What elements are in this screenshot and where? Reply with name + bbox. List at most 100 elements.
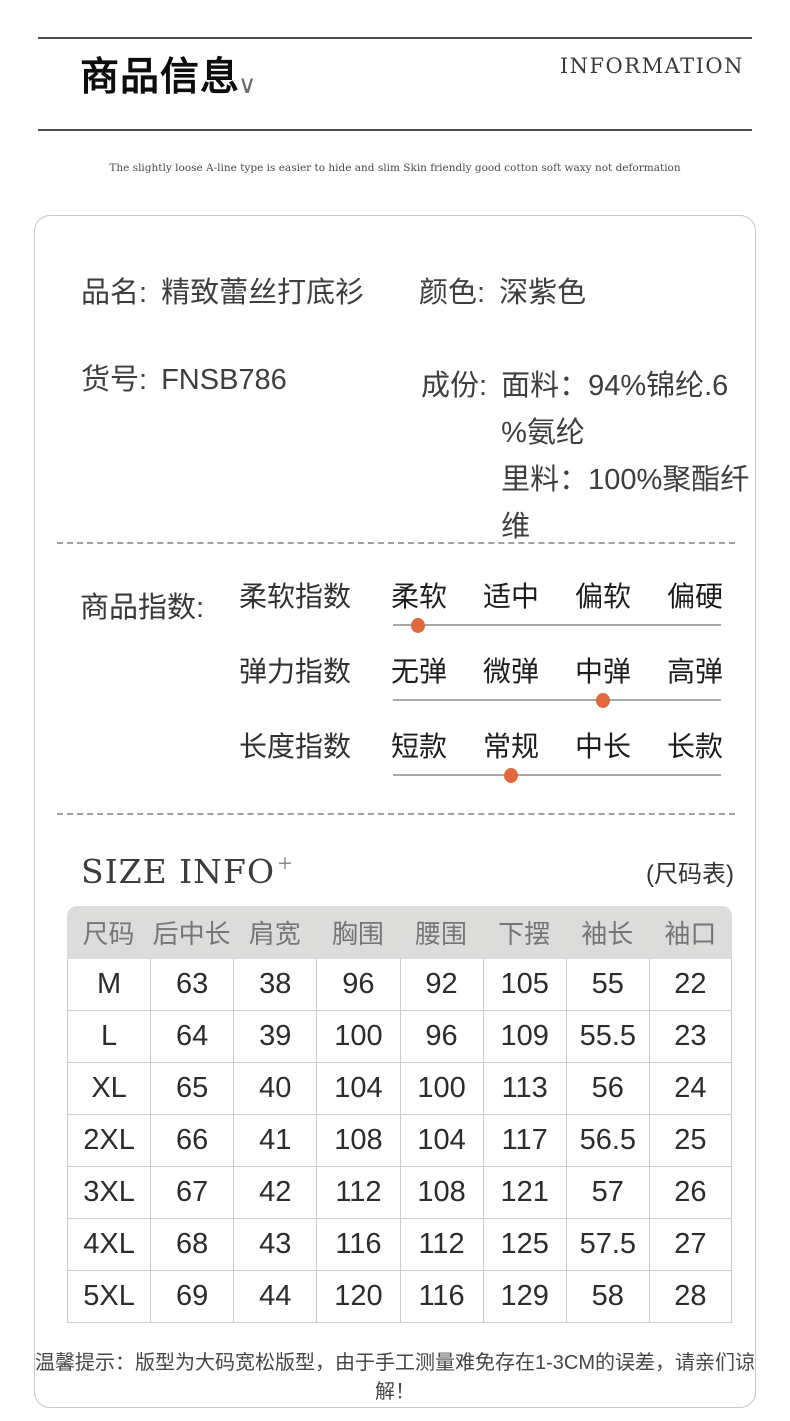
top-rule bbox=[38, 37, 752, 39]
index-section-title: 商品指数: bbox=[80, 592, 205, 624]
measurement-cell: 120 bbox=[316, 1271, 400, 1323]
measurement-cell: 116 bbox=[316, 1219, 400, 1271]
slider-options: 无弹 微弹 中弹 高弹 bbox=[391, 656, 723, 688]
size-table-row: 5XL 69 44 120 116 129 58 28 bbox=[67, 1271, 732, 1323]
slider-option-label: 短款 bbox=[391, 731, 448, 762]
composition-line: 里料：100%聚酯纤 bbox=[501, 464, 750, 496]
measurement-cell: 96 bbox=[316, 959, 400, 1011]
measurement-cell: 108 bbox=[399, 1167, 483, 1219]
size-cell: 2XL bbox=[67, 1115, 151, 1167]
product-color-value: 深紫色 bbox=[499, 277, 587, 309]
slider-option-label: 中长 bbox=[574, 731, 631, 762]
measurement-cell: 44 bbox=[233, 1271, 317, 1323]
slider-options: 短款 常规 中长 长款 bbox=[391, 731, 723, 763]
product-composition-group: 成份: 面料：94%锦纶.6 %氨纶 里料：100%聚酯纤维 bbox=[421, 363, 749, 551]
product-sku-label: 货号: bbox=[81, 364, 148, 396]
size-table-body: M 63 38 96 92 105 55 22 L 64 39 100 96 109 55.5 23 XL 65 4… bbox=[67, 959, 732, 1323]
product-color-group: 颜色: 深紫色 bbox=[419, 276, 586, 311]
measurement-cell: 58 bbox=[565, 1271, 649, 1323]
slider-dot bbox=[503, 768, 518, 783]
size-cell: L bbox=[67, 1011, 151, 1063]
size-table-header-row: 尺码 后中长 肩宽 胸围 腰围 下摆 袖长 袖口 bbox=[67, 906, 732, 959]
composition-lines: 面料：94%锦纶.6 %氨纶 里料：100%聚酯纤维 bbox=[501, 363, 749, 551]
measurement-cell: 108 bbox=[316, 1115, 400, 1167]
measurement-cell: 66 bbox=[150, 1115, 234, 1167]
measurement-cell: 56 bbox=[565, 1063, 649, 1115]
slider-option-label: 偏软 bbox=[574, 581, 631, 612]
measurement-cell: 96 bbox=[399, 1011, 483, 1063]
size-info-title-plus: + bbox=[277, 852, 294, 874]
measurement-cell: 40 bbox=[233, 1063, 317, 1115]
slider-option-label: 长款 bbox=[666, 731, 723, 762]
measurement-cell: 39 bbox=[233, 1011, 317, 1063]
measurement-cell: 112 bbox=[316, 1167, 400, 1219]
size-table-row: L 64 39 100 96 109 55.5 23 bbox=[67, 1011, 732, 1063]
dashed-divider bbox=[57, 813, 735, 815]
index-slider: 柔软 适中 偏软 偏硬 bbox=[391, 581, 723, 633]
size-table-row: 3XL 67 42 112 108 121 57 26 bbox=[67, 1167, 732, 1219]
composition-line: 面料：94%锦纶.6 bbox=[501, 370, 729, 402]
measurement-cell: 43 bbox=[233, 1219, 317, 1271]
size-cell: 5XL bbox=[67, 1271, 151, 1323]
measurement-cell: 67 bbox=[150, 1167, 234, 1219]
product-info-card: 品名: 精致蕾丝打底衫 颜色: 深紫色 货号: FNSB786 成份: 面料：9… bbox=[34, 215, 756, 1408]
measurement-cell: 113 bbox=[482, 1063, 566, 1115]
measurement-cell: 104 bbox=[399, 1115, 483, 1167]
measurement-note: 温馨提示：版型为大码宽松版型，由于手工测量难免存在1-3CM的误差，请亲们谅解！ bbox=[35, 1352, 756, 1403]
measurement-cell: 63 bbox=[150, 959, 234, 1011]
dashed-divider bbox=[57, 542, 735, 544]
product-name-label: 品名: bbox=[81, 277, 148, 309]
slider-option-label: 无弹 bbox=[391, 656, 448, 687]
slider-options: 柔软 适中 偏软 偏硬 bbox=[391, 581, 723, 613]
index-row: 柔软指数 柔软 适中 偏软 偏硬 bbox=[239, 581, 723, 633]
size-info-title: SIZE INFO + bbox=[81, 852, 294, 891]
slider-option-label: 常规 bbox=[482, 731, 539, 762]
slider-option-label: 高弹 bbox=[666, 656, 723, 687]
index-row-label: 长度指数 bbox=[239, 731, 352, 762]
size-table-row: 4XL 68 43 116 112 125 57.5 27 bbox=[67, 1219, 732, 1271]
index-row-label: 弹力指数 bbox=[239, 656, 352, 687]
slider-track bbox=[393, 699, 721, 701]
product-composition-label: 成份: bbox=[421, 370, 488, 402]
mid-rule bbox=[38, 129, 752, 131]
measurement-cell: 121 bbox=[482, 1167, 566, 1219]
measurement-cell: 22 bbox=[648, 959, 732, 1011]
slider-track bbox=[393, 774, 721, 776]
size-table-header-cell: 袖长 bbox=[565, 906, 649, 959]
index-row: 长度指数 短款 常规 中长 长款 bbox=[239, 731, 723, 783]
slider-option-label: 微弹 bbox=[482, 656, 539, 687]
slider-option-label: 中弹 bbox=[574, 656, 631, 687]
slider-option-label: 适中 bbox=[482, 581, 539, 612]
size-cell: 4XL bbox=[67, 1219, 151, 1271]
size-table-header-cell: 腰围 bbox=[399, 906, 483, 959]
slider-option-label: 柔软 bbox=[391, 581, 448, 612]
measurement-cell: 38 bbox=[233, 959, 317, 1011]
size-table-row: 2XL 66 41 108 104 117 56.5 25 bbox=[67, 1115, 732, 1167]
measurement-cell: 65 bbox=[150, 1063, 234, 1115]
measurement-cell: 129 bbox=[482, 1271, 566, 1323]
slider-track bbox=[393, 624, 721, 626]
index-row: 弹力指数 无弹 微弹 中弹 高弹 bbox=[239, 656, 723, 708]
size-table-row: XL 65 40 104 100 113 56 24 bbox=[67, 1063, 732, 1115]
index-row-label: 柔软指数 bbox=[239, 581, 352, 612]
size-table-header-cell: 胸围 bbox=[316, 906, 400, 959]
size-table-head: 尺码 后中长 肩宽 胸围 腰围 下摆 袖长 袖口 bbox=[67, 906, 732, 959]
measurement-cell: 55.5 bbox=[565, 1011, 649, 1063]
measurement-cell: 28 bbox=[648, 1271, 732, 1323]
measurement-cell: 100 bbox=[316, 1011, 400, 1063]
slider-option-label: 偏硬 bbox=[666, 581, 723, 612]
slider-dot bbox=[411, 618, 426, 633]
size-info-title-text: SIZE INFO bbox=[81, 852, 276, 891]
measurement-cell: 104 bbox=[316, 1063, 400, 1115]
size-cell: M bbox=[67, 959, 151, 1011]
measurement-cell: 55 bbox=[565, 959, 649, 1011]
product-sku-group: 货号: FNSB786 bbox=[81, 363, 287, 398]
measurement-cell: 24 bbox=[648, 1063, 732, 1115]
slider-dot bbox=[596, 693, 611, 708]
measurement-cell: 27 bbox=[648, 1219, 732, 1271]
index-slider: 短款 常规 中长 长款 bbox=[391, 731, 723, 783]
measurement-cell: 23 bbox=[648, 1011, 732, 1063]
size-table-header-cell: 袖口 bbox=[648, 906, 732, 959]
page-subtitle-en: INFORMATION bbox=[559, 54, 744, 78]
measurement-cell: 25 bbox=[648, 1115, 732, 1167]
